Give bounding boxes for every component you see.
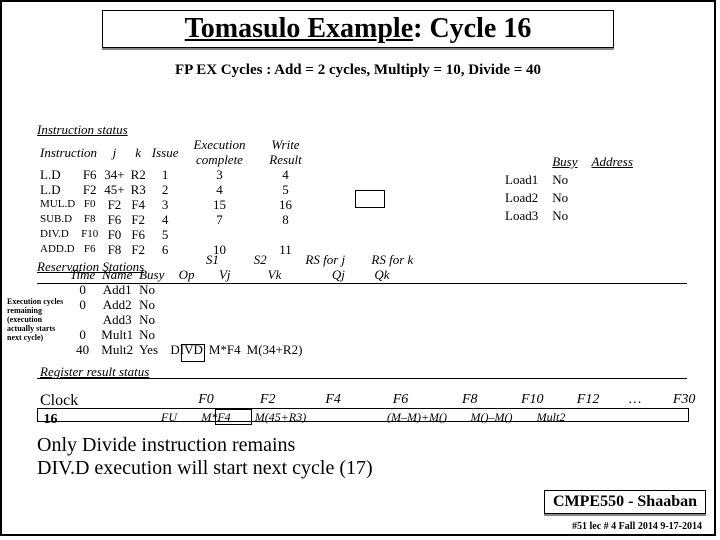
course-box: CMPE550 - Shaaban (544, 490, 706, 514)
subtitle: FP EX Cycles : Add = 2 cycles, Multiply … (2, 62, 714, 79)
register-header: F0 F2 F4 F6 F8 F10 F12 … F30 (177, 390, 714, 410)
highlight-box (181, 344, 205, 362)
footer: #51 lec # 4 Fall 2014 9-17-2014 (572, 521, 702, 532)
reg-status-label: Register result status (40, 364, 149, 380)
separator (37, 283, 687, 284)
bottom-text: Only Divide instruction remains DIV.D ex… (37, 434, 373, 480)
title: Tomasulo Example: Cycle 16 (102, 10, 614, 48)
side-note: Execution cycles remaining (execution ac… (7, 297, 69, 342)
load-table: BusyAddress Load1No Load2No Load3No (497, 152, 641, 226)
clock: Clock 16 (40, 392, 78, 428)
fu-row: FU M*F4 M(45+R3) (M–M)+M() M()–M() Mult2 (147, 408, 578, 427)
highlight-box (355, 190, 385, 208)
